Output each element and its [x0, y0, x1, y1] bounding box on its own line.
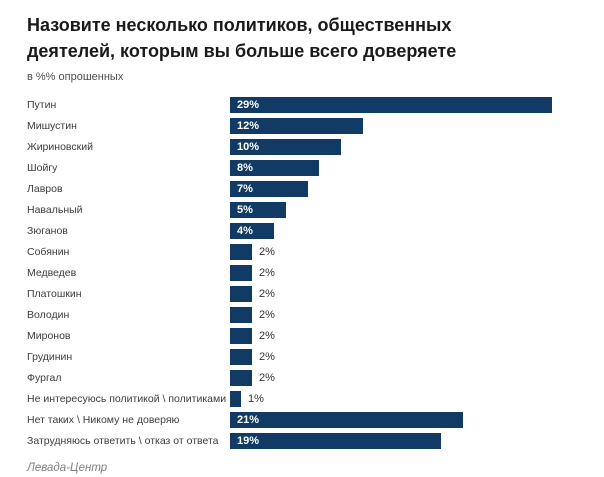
value-label: 19%	[237, 434, 260, 447]
bar: 21%	[230, 411, 463, 428]
bar	[230, 285, 252, 302]
category-label: Грудинин	[27, 350, 73, 363]
bar-area: 19%	[230, 432, 441, 449]
value-label: 2%	[259, 329, 275, 342]
bar: 7%	[230, 180, 308, 197]
value-label: 7%	[237, 182, 253, 195]
category-label: Медведев	[27, 266, 77, 279]
bar-chart: Путин 29% Мишустин 12% Жириновский 10% Шойгу 8%…	[27, 94, 580, 451]
bar	[230, 369, 252, 386]
chart-row: Навальный 5%	[27, 199, 580, 220]
chart-row: Фургал 2%	[27, 367, 580, 388]
chart-row: Мишустин 12%	[27, 115, 580, 136]
value-label: 5%	[237, 203, 253, 216]
category-label: Затрудняюсь ответить \ отказ от ответа	[27, 434, 219, 447]
bar: 19%	[230, 432, 441, 449]
chart-row: Грудинин 2%	[27, 346, 580, 367]
bar-area: 2%	[230, 348, 275, 365]
value-label: 2%	[259, 308, 275, 321]
chart-row: Путин 29%	[27, 94, 580, 115]
chart-row: Жириновский 10%	[27, 136, 580, 157]
category-label: Фургал	[27, 371, 62, 384]
value-label: 4%	[237, 224, 253, 237]
bar-area: 8%	[230, 159, 319, 176]
chart-row: Затрудняюсь ответить \ отказ от ответа 19…	[27, 430, 580, 451]
bar-area: 2%	[230, 264, 275, 281]
category-label: Путин	[27, 98, 57, 111]
bar: 5%	[230, 201, 286, 218]
category-label: Собянин	[27, 245, 70, 258]
chart-row: Собянин 2%	[27, 241, 580, 262]
value-label: 2%	[259, 266, 275, 279]
bar-area: 4%	[230, 222, 274, 239]
chart-row: Не интересуюсь политикой \ политиками 1%	[27, 388, 580, 409]
bar-area: 5%	[230, 201, 286, 218]
category-label: Мишустин	[27, 119, 77, 132]
category-label: Не интересуюсь политикой \ политиками	[27, 392, 227, 405]
bar-area: 21%	[230, 411, 463, 428]
category-label: Жириновский	[27, 140, 93, 153]
category-label: Платошкин	[27, 287, 82, 300]
category-label: Навальный	[27, 203, 83, 216]
chart-row: Миронов 2%	[27, 325, 580, 346]
bar	[230, 327, 252, 344]
category-label: Нет таких \ Никому не доверяю	[27, 413, 180, 426]
value-label: 1%	[248, 392, 264, 405]
value-label: 10%	[237, 140, 260, 153]
chart-title: Назовите несколько политиков, общественн…	[27, 15, 457, 61]
bar	[230, 348, 252, 365]
bar	[230, 306, 252, 323]
bar-area: 12%	[230, 117, 363, 134]
chart-row: Медведев 2%	[27, 262, 580, 283]
chart-row: Зюганов 4%	[27, 220, 580, 241]
bar-area: 1%	[230, 390, 264, 407]
value-label: 2%	[259, 350, 275, 363]
value-label: 2%	[259, 245, 275, 258]
bar: 10%	[230, 138, 341, 155]
value-label: 29%	[237, 98, 260, 111]
value-label: 2%	[259, 371, 275, 384]
category-label: Зюганов	[27, 224, 68, 237]
bar-area: 10%	[230, 138, 341, 155]
category-label: Володин	[27, 308, 70, 321]
bar	[230, 243, 252, 260]
category-label: Шойгу	[27, 161, 58, 174]
chart-row: Володин 2%	[27, 304, 580, 325]
bar-area: 2%	[230, 243, 275, 260]
bar: 12%	[230, 117, 363, 134]
bar-area: 2%	[230, 327, 275, 344]
source-label: Левада-Центр	[27, 462, 108, 474]
value-label: 8%	[237, 161, 253, 174]
bar: 4%	[230, 222, 274, 239]
chart-row: Платошкин 2%	[27, 283, 580, 304]
chart-row: Лавров 7%	[27, 178, 580, 199]
bar	[230, 264, 252, 281]
category-label: Миронов	[27, 329, 71, 342]
bar	[230, 390, 241, 407]
bar-area: 2%	[230, 369, 275, 386]
category-label: Лавров	[27, 182, 63, 195]
chart-subtitle: в %% опрошенных	[27, 71, 124, 83]
chart-row: Нет таких \ Никому не доверяю 21%	[27, 409, 580, 430]
bar: 8%	[230, 159, 319, 176]
bar-area: 2%	[230, 285, 275, 302]
bar: 29%	[230, 96, 552, 113]
bar-area: 2%	[230, 306, 275, 323]
bar-area: 29%	[230, 96, 552, 113]
chart-row: Шойгу 8%	[27, 157, 580, 178]
bar-area: 7%	[230, 180, 308, 197]
value-label: 2%	[259, 287, 275, 300]
value-label: 21%	[237, 413, 260, 426]
value-label: 12%	[237, 119, 260, 132]
